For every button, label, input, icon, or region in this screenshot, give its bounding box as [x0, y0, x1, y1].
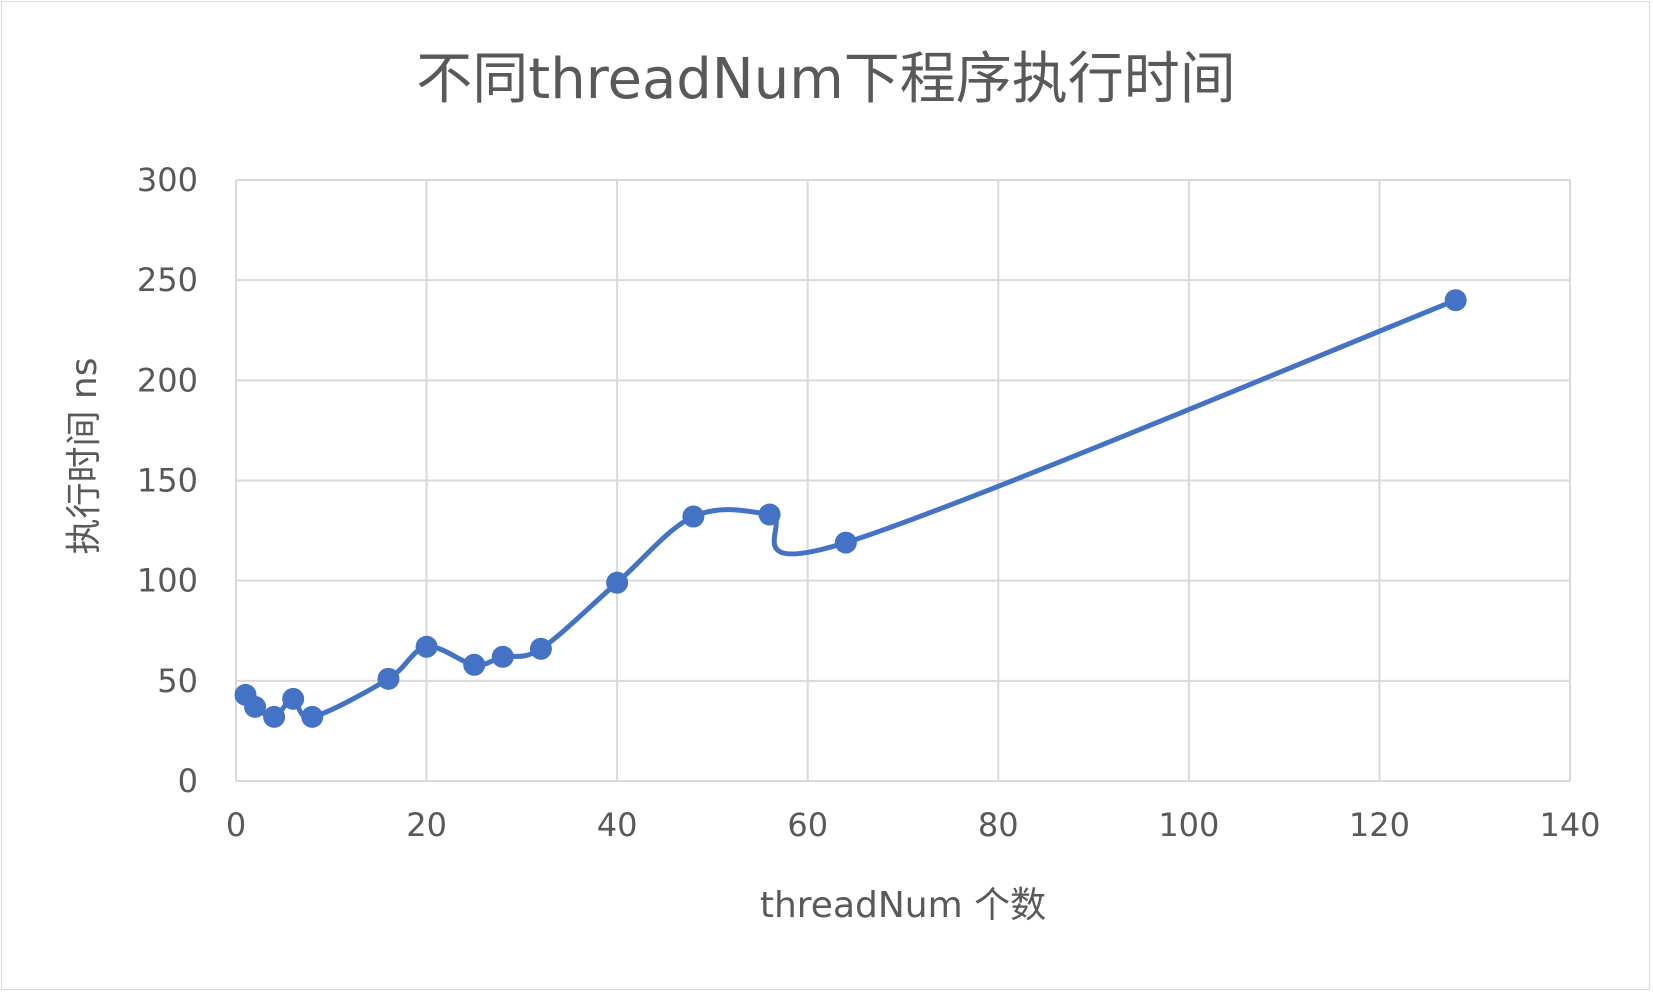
data-point [834, 531, 857, 554]
data-point [758, 503, 781, 526]
data-point [1444, 289, 1467, 312]
data-point [377, 667, 400, 690]
data-point [682, 505, 705, 528]
y-tick-label: 100 [137, 562, 198, 600]
chart-title: 不同threadNum下程序执行时间 [416, 47, 1236, 112]
x-tick-label: 100 [1158, 806, 1219, 844]
data-point [491, 645, 514, 668]
y-axis-title: 执行时间 ns [64, 357, 105, 554]
x-tick-label: 20 [406, 806, 447, 844]
data-point [301, 705, 324, 728]
data-point [415, 635, 438, 658]
x-axis-title: threadNum 个数 [760, 885, 1046, 926]
y-tick-labels: 0 50 100 150 200 250 300 [137, 161, 198, 800]
grid-lines [235, 179, 1571, 782]
data-point [463, 653, 486, 676]
data-point [529, 637, 552, 660]
data-point [282, 687, 305, 710]
x-tick-label: 40 [597, 806, 638, 844]
x-tick-labels: 0 20 40 60 80 100 120 140 [226, 806, 1601, 844]
x-tick-label: 140 [1539, 806, 1600, 844]
x-tick-label: 120 [1349, 806, 1410, 844]
y-tick-label: 150 [137, 462, 198, 500]
y-tick-label: 0 [178, 762, 198, 800]
data-points [234, 289, 1467, 728]
data-point [244, 695, 267, 718]
y-tick-label: 300 [137, 161, 198, 199]
x-tick-label: 0 [226, 806, 246, 844]
data-point [606, 571, 629, 594]
y-tick-label: 200 [137, 361, 198, 399]
data-point [263, 705, 286, 728]
x-tick-label: 80 [978, 806, 1019, 844]
x-tick-label: 60 [787, 806, 828, 844]
y-tick-label: 250 [137, 261, 198, 299]
y-tick-label: 50 [157, 662, 198, 700]
